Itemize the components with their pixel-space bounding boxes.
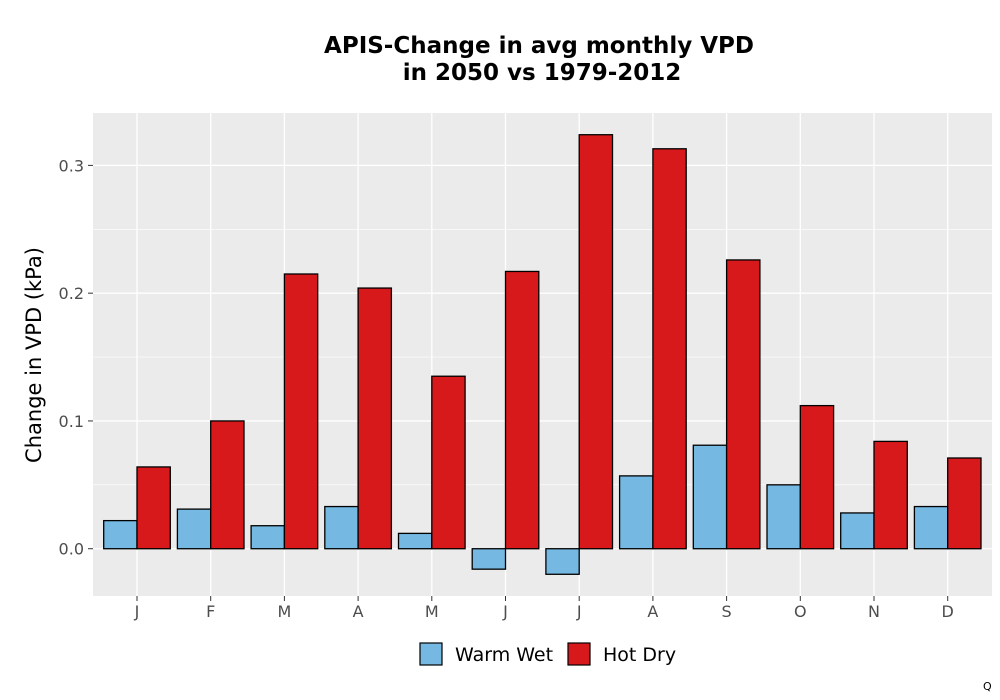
bar-warm-wet [471, 548, 507, 570]
bar-warm-wet [324, 505, 359, 550]
x-tick-label: A [647, 602, 658, 621]
x-tick-label: S [722, 602, 732, 621]
x-tick-label: N [868, 602, 880, 621]
x-tick-label: F [206, 602, 215, 621]
legend-key-warm-wet [419, 642, 443, 666]
chart-subtitle: in 2050 vs 1979-2012 [403, 60, 682, 86]
x-tick-label: J [134, 602, 140, 621]
x-tick-label: O [794, 602, 807, 621]
bar-hot-dry [357, 287, 393, 550]
bar-hot-dry [725, 259, 761, 550]
bar-hot-dry [431, 375, 466, 550]
bar-warm-wet [913, 505, 949, 550]
bar-warm-wet [692, 444, 728, 550]
bar-hot-dry [136, 466, 171, 550]
y-axis-title: Change in VPD (kPa) [22, 247, 46, 463]
x-tick-label: J [502, 602, 508, 621]
legend-key-hot-dry [567, 642, 591, 666]
y-tick-label: 0.2 [59, 284, 84, 303]
y-tick-label: 0.1 [59, 412, 84, 431]
x-tick-label: M [277, 602, 291, 621]
bar-warm-wet [103, 519, 138, 550]
bar-warm-wet [545, 548, 580, 575]
bar-warm-wet [176, 508, 212, 550]
x-tick-label: A [353, 602, 364, 621]
bars [103, 134, 982, 575]
x-tick-label: J [576, 602, 582, 621]
bar-warm-wet [250, 525, 286, 550]
y-tick-label: 0.3 [59, 156, 84, 175]
bar-warm-wet [840, 512, 875, 550]
bar-hot-dry [578, 134, 614, 550]
bar-hot-dry [210, 420, 245, 550]
bar-warm-wet [618, 475, 654, 550]
y-tick-label: 0.0 [59, 540, 84, 559]
bar-hot-dry [873, 440, 908, 550]
bar-hot-dry [283, 273, 319, 550]
legend: Warm Wet Hot Dry [419, 642, 676, 666]
x-tick-label: D [942, 602, 954, 621]
bar-hot-dry [947, 457, 982, 550]
y-axis: 0.0 0.1 0.2 0.3 [59, 156, 93, 559]
bar-warm-wet [766, 484, 801, 550]
x-tick-label: M [425, 602, 439, 621]
legend-label-warm-wet: Warm Wet [455, 644, 553, 666]
bar-hot-dry [504, 270, 540, 550]
corner-note: Q [983, 680, 992, 693]
bar-warm-wet [397, 532, 433, 550]
bar-hot-dry [652, 148, 687, 550]
bar-hot-dry [799, 404, 835, 550]
legend-label-hot-dry: Hot Dry [603, 644, 676, 666]
chart-title: APIS-Change in avg monthly VPD [324, 33, 754, 59]
